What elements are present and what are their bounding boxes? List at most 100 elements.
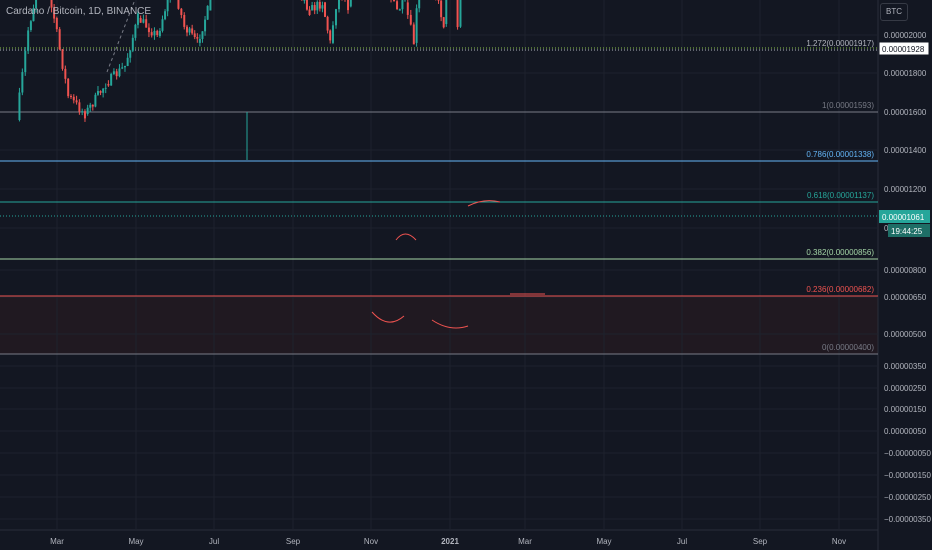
candle-body	[191, 28, 194, 34]
rounded-top-arc	[395, 233, 417, 241]
rounded-bottom-arc	[431, 319, 469, 329]
candle-body	[29, 21, 32, 30]
candle-body	[440, 0, 443, 18]
highlight-price-badge	[878, 41, 930, 56]
candle-body	[201, 31, 204, 39]
candle-body	[409, 14, 412, 25]
candle-body	[107, 84, 110, 86]
y-tick-label: −0.00000050	[884, 449, 931, 458]
candle-body	[198, 38, 201, 43]
candle-body	[412, 24, 415, 45]
y-tick-label: 0.00000050	[884, 427, 927, 436]
y-tick-label: 0.00000800	[884, 266, 927, 275]
candle-body	[418, 0, 421, 9]
candle-body	[188, 28, 191, 33]
candle-body	[18, 92, 21, 120]
candle-body	[206, 5, 209, 20]
candle-body	[177, 0, 180, 9]
candle-body	[112, 71, 115, 74]
candle-body	[86, 107, 89, 114]
fib-zone-shading	[0, 296, 878, 354]
candle-body	[131, 37, 134, 51]
candle-body	[75, 100, 78, 103]
candle-body	[396, 1, 399, 10]
rounded-top-arc	[467, 200, 501, 207]
candle-body	[161, 19, 164, 31]
candle-body	[53, 7, 56, 19]
candle-body	[166, 0, 169, 12]
x-tick-label: Sep	[753, 537, 768, 546]
x-tick-label: Jul	[209, 537, 219, 546]
candle-body	[406, 2, 409, 15]
candle-body	[115, 71, 118, 77]
fib-level-label: 1.272(0.00001917)	[806, 39, 874, 48]
candle-body	[324, 2, 327, 17]
candle-body	[445, 0, 448, 25]
candle-body	[334, 9, 337, 26]
candle-body	[72, 96, 75, 101]
y-tick-label: 0.00001800	[884, 69, 927, 78]
rounded-bottom-arc	[371, 311, 405, 323]
x-tick-label: Nov	[364, 537, 378, 546]
candle-body	[129, 50, 132, 58]
candle-body	[209, 0, 212, 11]
symbol-title: Cardano / Bitcoin, 1D, BINANCE	[6, 6, 152, 17]
candle-body	[329, 30, 332, 41]
y-tick-label: −0.00000250	[884, 493, 931, 502]
candle-body	[35, 0, 38, 9]
candle-body	[459, 0, 462, 27]
last-price-text: 0.00001061	[882, 213, 925, 222]
candle-body	[81, 111, 84, 113]
y-tick-label: 0.00000500	[884, 330, 927, 339]
y-tick-label: −0.00000150	[884, 471, 931, 480]
candle-body	[91, 104, 94, 107]
candle-body	[123, 65, 126, 68]
x-tick-label: May	[596, 537, 611, 546]
candle-body	[311, 5, 314, 11]
candle-body	[118, 68, 121, 77]
candle-body	[415, 8, 418, 43]
candle-body	[313, 5, 316, 11]
last-price-badge	[879, 210, 930, 223]
candle-body	[142, 19, 145, 23]
highlight-price-text: 0.00001928	[882, 45, 925, 54]
candle-body	[55, 18, 58, 30]
y-tick-label: 0.00000650	[884, 293, 927, 302]
fib-level-label: 0.786(0.00001338)	[806, 150, 874, 159]
candle-body	[156, 30, 159, 35]
candle-body	[104, 87, 107, 89]
candle-body	[437, 0, 440, 1]
x-tick-label: 2021	[441, 537, 459, 546]
x-tick-label: Mar	[50, 537, 64, 546]
currency-button[interactable]: BTC	[880, 3, 908, 21]
x-tick-label: Nov	[832, 537, 846, 546]
candle-body	[69, 96, 72, 97]
trend-line-dashed	[106, 0, 136, 73]
candle-body	[89, 104, 92, 108]
candle-body	[158, 30, 161, 36]
x-tick-label: Sep	[286, 537, 301, 546]
candle-body	[136, 13, 139, 25]
candle-body	[442, 17, 445, 28]
candle-body	[27, 30, 30, 51]
x-tick-label: Jul	[677, 537, 687, 546]
candle-body	[318, 1, 321, 9]
y-tick-label: 0.00000250	[884, 384, 927, 393]
candle-body	[349, 0, 352, 7]
candle-body	[78, 102, 81, 112]
candle-body	[121, 67, 124, 69]
candle-body	[134, 24, 137, 38]
candle-body	[196, 37, 199, 39]
candle-body	[204, 19, 207, 32]
candle-body	[50, 0, 53, 8]
candle-body	[61, 49, 64, 69]
candle-body	[193, 33, 196, 38]
candle-body	[24, 50, 27, 73]
candle-body	[102, 88, 105, 93]
candle-body	[67, 78, 70, 97]
candle-body	[456, 0, 459, 28]
candle-body	[347, 0, 350, 11]
candle-body	[32, 8, 35, 22]
y-tick-label: −0.00000350	[884, 515, 931, 524]
